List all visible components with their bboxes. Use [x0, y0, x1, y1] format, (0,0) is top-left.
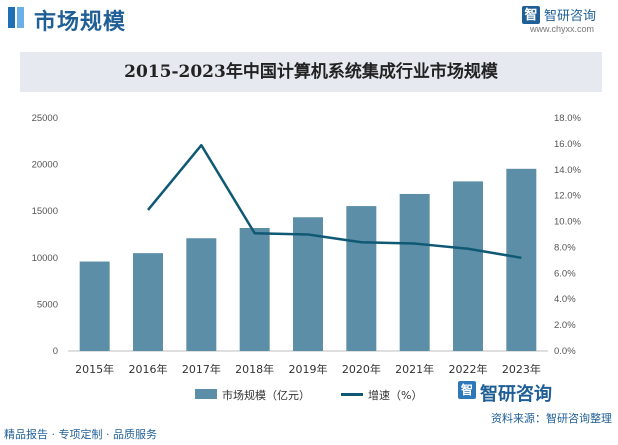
brand-name: 智研咨询 [544, 9, 597, 24]
chart-title: 2015-2023年中国计算机系统集成行业市场规模 [124, 62, 498, 82]
y-left-tick-label: 15000 [32, 206, 58, 217]
bar-market-size [293, 217, 323, 351]
bar-market-size [346, 206, 377, 351]
x-tick-label: 2021年 [395, 362, 434, 376]
y-left-tick-label: 0 [53, 346, 58, 357]
x-tick-label: 2023年 [502, 362, 541, 376]
bar-market-size [133, 253, 163, 351]
data-source: 资料来源：智研咨询整理 [491, 412, 612, 425]
y-right-tick-label: 6.0% [554, 268, 576, 279]
y-left-tick-label: 10000 [32, 253, 58, 264]
bar-market-size [506, 168, 537, 351]
bar-market-size [79, 261, 110, 351]
y-right-tick-label: 0.0% [554, 346, 576, 357]
x-tick-label: 2019年 [289, 362, 328, 376]
bar-market-size [239, 227, 270, 351]
x-tick-label: 2020年 [342, 362, 381, 376]
section-title: 市场规模 [34, 10, 127, 35]
brand-logo-icon: 智 [522, 6, 540, 24]
y-right-tick-label: 14.0% [554, 165, 581, 176]
bar-market-size [453, 181, 483, 351]
footer-logo-icon: 智 [458, 381, 476, 399]
footer-brand: 智研咨询 [480, 384, 552, 405]
x-tick-label: 2017年 [182, 362, 221, 376]
y-right-tick-label: 16.0% [554, 139, 581, 150]
chart-legend: 市场规模（亿元） 增速（%） [0, 386, 618, 404]
x-tick-label: 2018年 [235, 362, 274, 376]
y-right-tick-label: 2.0% [554, 320, 576, 331]
bar-market-size [399, 193, 430, 351]
y-right-tick-label: 18.0% [554, 113, 581, 124]
brand-url: www.chyxx.com [530, 24, 595, 34]
legend-bar-swatch [195, 389, 217, 399]
legend-bar-label: 市场规模（亿元） [222, 389, 310, 402]
page-header: 市场规模 智 智研咨询 www.chyxx.com [0, 0, 618, 36]
bar-market-size [186, 238, 217, 351]
growth-rate-line [147, 143, 522, 260]
y-left-tick-label: 20000 [32, 160, 58, 171]
chart-title-band: 2015-2023年中国计算机系统集成行业市场规模 [20, 52, 602, 92]
y-left-tick-label: 25000 [32, 113, 58, 124]
header-accent-bar-light [17, 7, 24, 28]
y-right-tick-label: 12.0% [554, 191, 581, 202]
y-right-tick-label: 10.0% [554, 217, 581, 228]
y-right-tick-label: 4.0% [554, 294, 576, 305]
footer-tagline: 精品报告 · 专项定制 · 品质服务 [4, 428, 157, 441]
legend-line-swatch [341, 393, 363, 396]
y-left-tick-label: 5000 [37, 299, 58, 310]
x-tick-label: 2022年 [449, 362, 488, 376]
y-right-tick-label: 8.0% [554, 242, 576, 253]
x-tick-label: 2016年 [129, 362, 168, 376]
header-accent-bar [8, 7, 15, 28]
legend-line-label: 增速（%） [368, 389, 423, 402]
x-tick-label: 2015年 [75, 362, 114, 376]
